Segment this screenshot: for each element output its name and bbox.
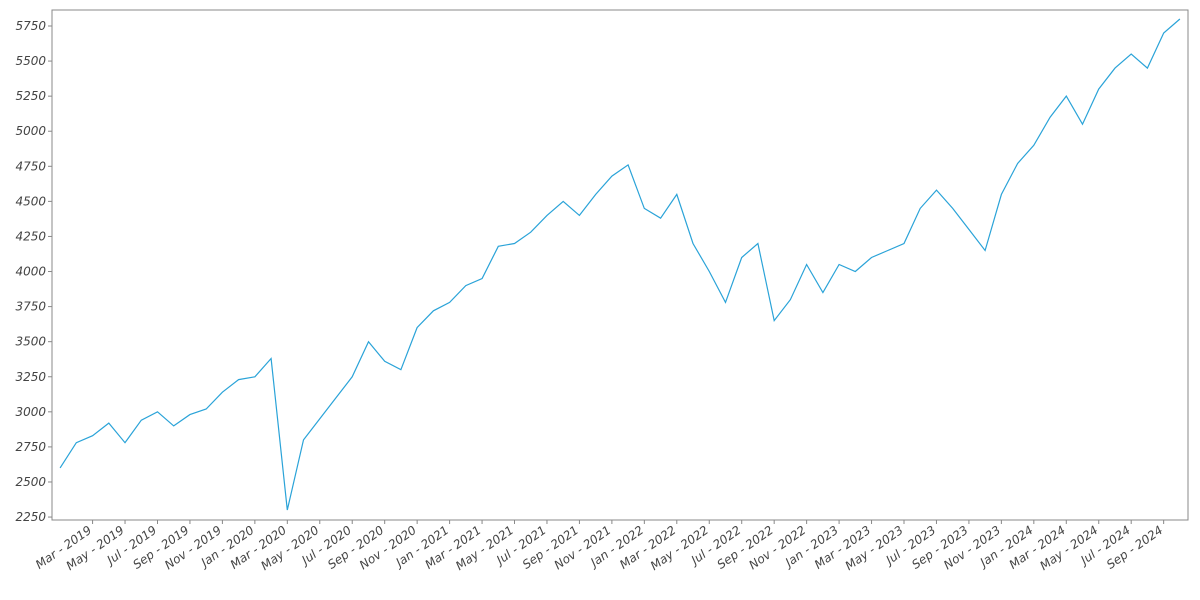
y-tick-label: 4750 — [15, 159, 46, 173]
y-tick-label: 3500 — [15, 335, 46, 349]
y-tick-label: 2250 — [15, 510, 46, 524]
y-tick-label: 5750 — [15, 19, 46, 33]
y-tick-label: 5250 — [15, 89, 46, 103]
series-line — [59, 18, 1181, 511]
y-tick-label: 4250 — [15, 229, 46, 243]
y-tick-label: 5000 — [15, 124, 46, 138]
y-tick-label: 4500 — [15, 194, 46, 208]
y-tick-label: 4000 — [15, 265, 46, 279]
plot-frame — [51, 9, 1189, 521]
y-tick-label: 3250 — [15, 370, 46, 384]
y-tick-label: 3000 — [15, 405, 46, 419]
y-tick-label: 5500 — [15, 54, 46, 68]
y-tick-label: 3750 — [15, 300, 46, 314]
y-tick-label: 2500 — [15, 475, 46, 489]
y-tick-label: 2750 — [15, 440, 46, 454]
